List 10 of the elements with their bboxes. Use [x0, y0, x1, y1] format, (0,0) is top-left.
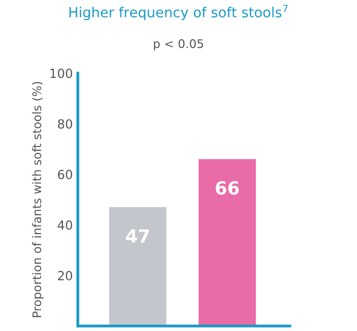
chart-title: Higher frequency of soft stools$^{7}$ [69, 4, 288, 20]
y-tick-label: 100 [50, 68, 72, 78]
data-label: 47 [126, 229, 149, 243]
y-tick-label: 40 [58, 220, 72, 230]
y-axis-title: Proportion of infants with soft stools (%) [32, 82, 44, 318]
y-tick-label: 60 [58, 170, 72, 180]
data-label: 66 [216, 181, 239, 195]
y-tick-label: 80 [58, 119, 72, 129]
y-tick-label: 20 [58, 270, 72, 280]
text: p < 0.05 [154, 39, 204, 50]
